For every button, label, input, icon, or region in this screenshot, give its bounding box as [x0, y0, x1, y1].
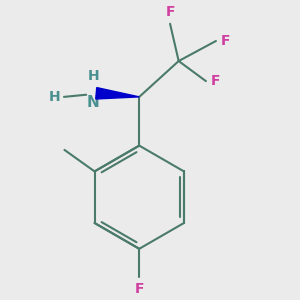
Text: H: H: [49, 90, 60, 104]
Text: N: N: [87, 95, 100, 110]
Text: F: F: [165, 5, 175, 19]
Text: F: F: [221, 34, 230, 48]
Text: F: F: [134, 283, 144, 296]
Text: H: H: [88, 69, 99, 83]
Text: F: F: [211, 74, 220, 88]
Polygon shape: [96, 88, 139, 99]
